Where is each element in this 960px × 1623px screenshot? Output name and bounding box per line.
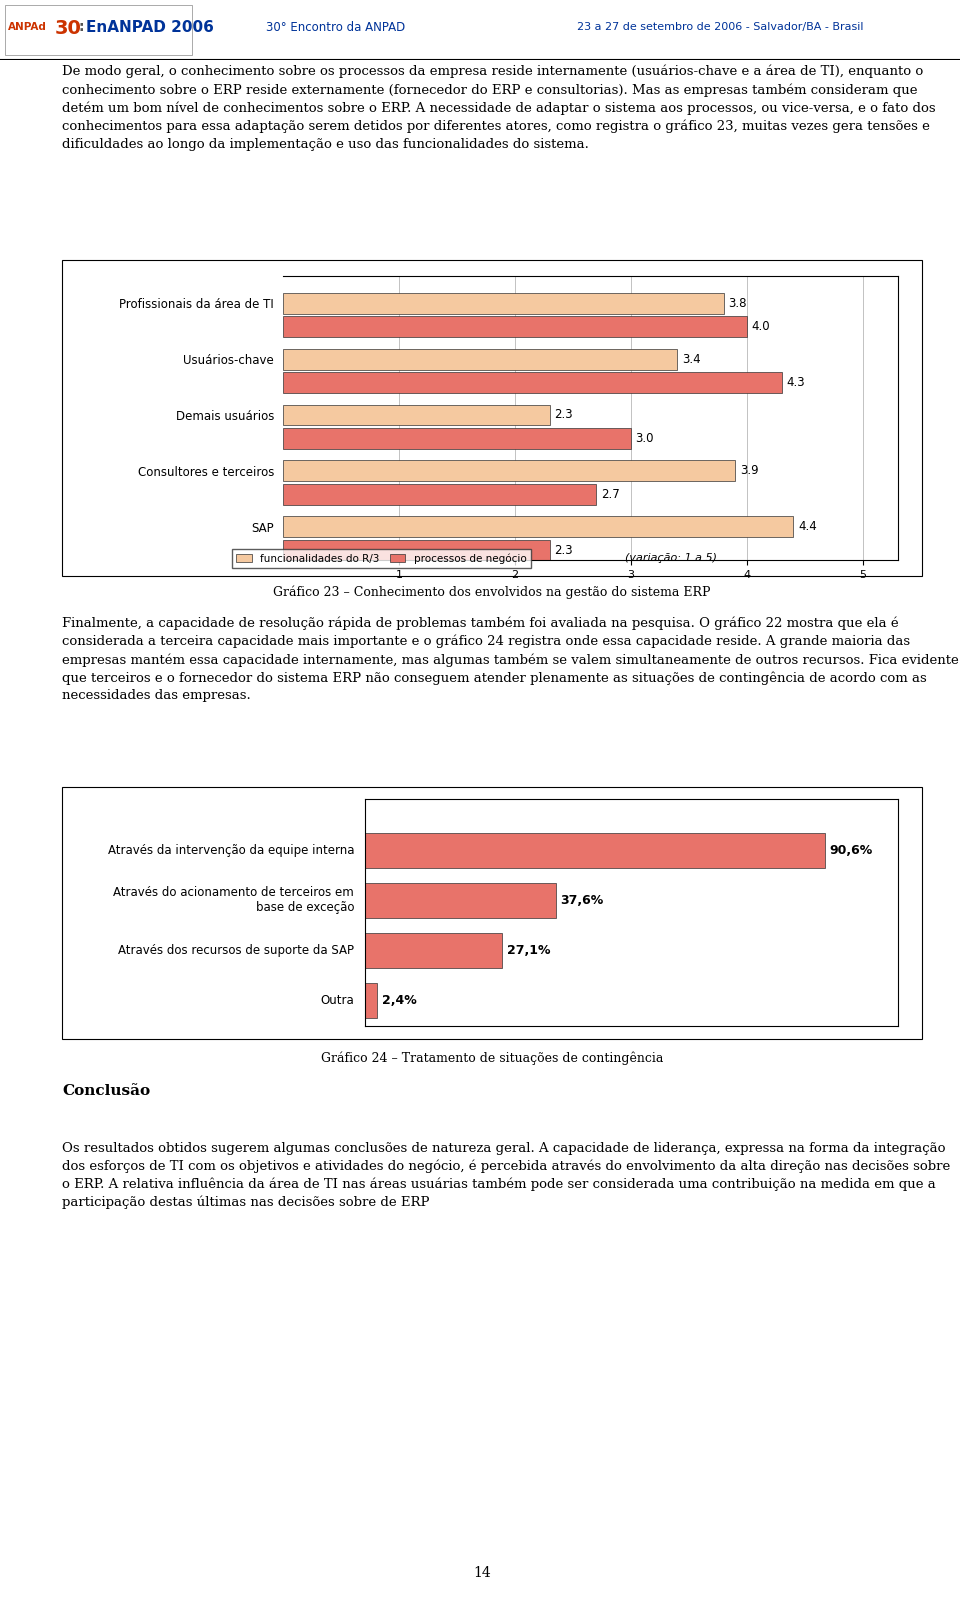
Text: 3.0: 3.0 <box>636 432 654 445</box>
Bar <box>365 833 825 868</box>
Text: 4.0: 4.0 <box>752 320 770 333</box>
Text: 3.9: 3.9 <box>740 464 758 477</box>
Text: 2.7: 2.7 <box>601 489 619 502</box>
Text: Demais usuários: Demais usuários <box>176 409 275 424</box>
Bar <box>283 404 550 425</box>
Bar <box>365 984 377 1018</box>
Text: Através da intervenção da equipe interna: Através da intervenção da equipe interna <box>108 844 354 857</box>
Legend: funcionalidades do R/3, processos de negócio: funcionalidades do R/3, processos de neg… <box>231 549 531 568</box>
Bar <box>283 540 550 560</box>
Text: 27,1%: 27,1% <box>508 945 551 958</box>
Text: 90,6%: 90,6% <box>829 844 873 857</box>
Text: Profissionais da área de TI: Profissionais da área de TI <box>119 299 275 312</box>
Text: Outra: Outra <box>321 995 354 1008</box>
Bar <box>365 933 502 967</box>
Text: Consultores e terceiros: Consultores e terceiros <box>137 466 275 479</box>
Bar <box>283 516 793 537</box>
FancyBboxPatch shape <box>5 5 192 55</box>
Bar <box>283 292 724 313</box>
Text: De modo geral, o conhecimento sobre os processos da empresa reside internamente : De modo geral, o conhecimento sobre os p… <box>62 65 936 151</box>
Text: 2.3: 2.3 <box>555 544 573 557</box>
Text: :: : <box>79 19 84 34</box>
Text: Gráfico 24 – Tratamento de situações de contingência: Gráfico 24 – Tratamento de situações de … <box>321 1052 663 1065</box>
Bar <box>365 883 556 919</box>
Bar <box>283 428 631 450</box>
Text: 3.8: 3.8 <box>729 297 747 310</box>
Text: EnANPAD 2006: EnANPAD 2006 <box>86 19 214 34</box>
Text: Finalmente, a capacidade de resolução rápida de problemas também foi avaliada na: Finalmente, a capacidade de resolução rá… <box>62 617 959 703</box>
Text: 4.3: 4.3 <box>786 377 804 390</box>
Text: Conclusão: Conclusão <box>62 1084 151 1099</box>
Text: (variação: 1 a 5): (variação: 1 a 5) <box>625 553 717 563</box>
Text: Gráfico 23 – Conhecimento dos envolvidos na gestão do sistema ERP: Gráfico 23 – Conhecimento dos envolvidos… <box>274 586 710 599</box>
Text: 2.3: 2.3 <box>555 409 573 422</box>
Bar <box>283 461 735 482</box>
Text: SAP: SAP <box>252 521 275 534</box>
Bar <box>283 316 747 338</box>
Text: 3.4: 3.4 <box>682 352 701 365</box>
Bar <box>283 349 678 370</box>
Text: Através dos recursos de suporte da SAP: Através dos recursos de suporte da SAP <box>118 945 354 958</box>
Bar <box>283 372 781 393</box>
Text: 30: 30 <box>55 19 82 39</box>
Text: 30° Encontro da ANPAD: 30° Encontro da ANPAD <box>266 21 406 34</box>
Text: Através do acionamento de terceiros em
base de exceção: Através do acionamento de terceiros em b… <box>113 886 354 914</box>
Text: Usuários-chave: Usuários-chave <box>183 354 275 367</box>
Text: 2,4%: 2,4% <box>382 995 417 1008</box>
Text: Os resultados obtidos sugerem algumas conclusões de natureza geral. A capacidade: Os resultados obtidos sugerem algumas co… <box>62 1141 950 1209</box>
Text: 14: 14 <box>473 1566 492 1581</box>
Bar <box>283 484 596 505</box>
Text: 23 a 27 de setembro de 2006 - Salvador/BA - Brasil: 23 a 27 de setembro de 2006 - Salvador/B… <box>577 23 863 32</box>
Text: 4.4: 4.4 <box>798 521 817 534</box>
Text: ANPAd: ANPAd <box>8 23 46 32</box>
Text: 37,6%: 37,6% <box>561 894 604 907</box>
